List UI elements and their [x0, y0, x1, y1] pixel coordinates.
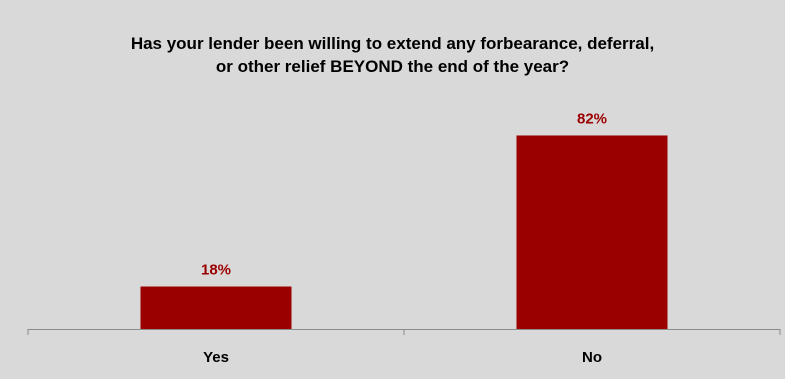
chart-title-line-2: or other relief BEYOND the end of the ye…: [215, 57, 570, 76]
x-tick-label-yes: Yes: [203, 349, 229, 366]
chart-title: Has your lender been willing to extend a…: [40, 32, 745, 78]
bar-yes: [140, 286, 292, 329]
data-label-no: 82%: [577, 110, 607, 127]
x-tick-label-no: No: [582, 349, 602, 366]
chart-title-line-1: Has your lender been willing to extend a…: [130, 34, 655, 53]
x-axis: [27, 329, 781, 335]
bars-layer: [140, 135, 668, 329]
data-label-yes: 18%: [201, 262, 231, 279]
bar-no: [516, 135, 668, 329]
labels-layer: 18% Yes 82% No: [201, 110, 607, 366]
